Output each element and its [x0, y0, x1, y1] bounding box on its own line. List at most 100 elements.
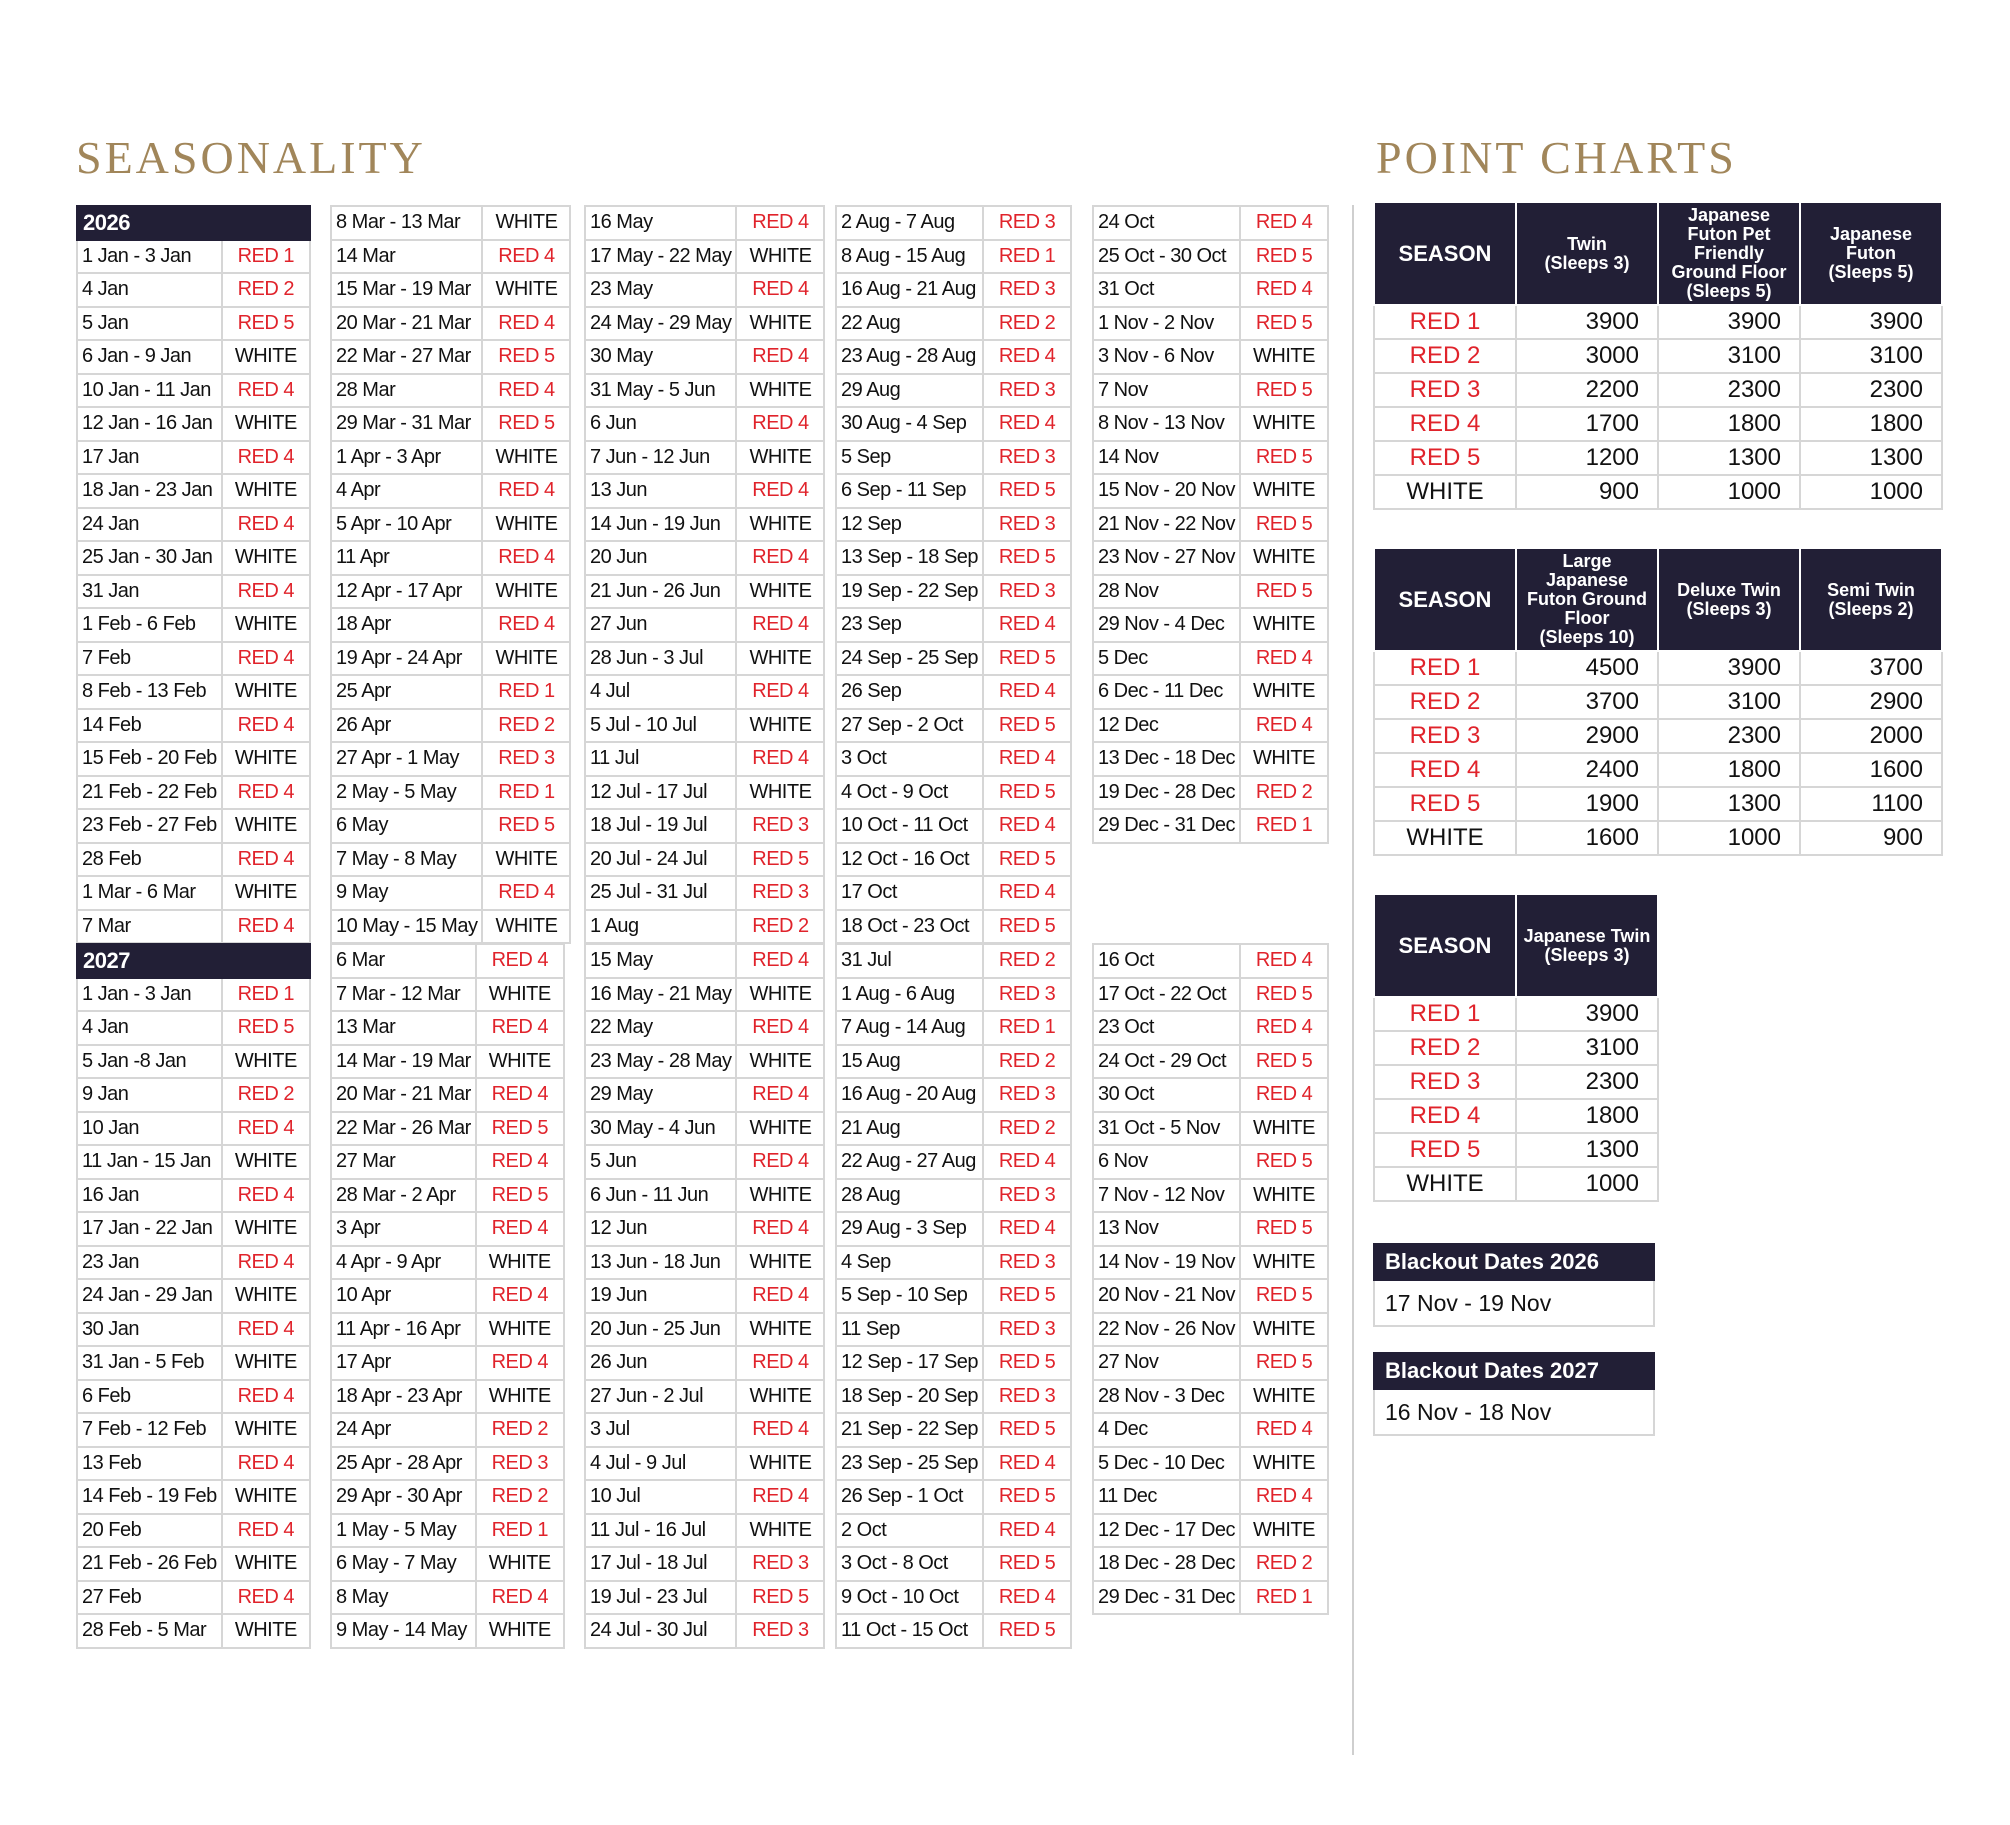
date-range: 24 Jan [76, 506, 223, 542]
date-range: 1 May - 5 May [330, 1512, 477, 1548]
season-row: 11 Apr RED 4 [329, 540, 572, 576]
date-range: 11 Sep [834, 1311, 985, 1347]
points-value: 1000 [1515, 1166, 1659, 1202]
point-row: RED 5 1200 1300 1300 [1373, 440, 1943, 476]
season-row: 4 Apr RED 4 [329, 473, 572, 509]
season-level: RED 4 [1239, 1479, 1330, 1515]
season-level: RED 4 [982, 339, 1073, 375]
section-divider [1352, 205, 1354, 1755]
date-range: 23 May [583, 272, 738, 308]
season-level: RED 4 [220, 1579, 311, 1615]
date-range: 13 Jun - 18 Jun [583, 1244, 738, 1280]
season-level: WHITE [481, 205, 572, 241]
season-level: RED 2 [982, 305, 1073, 341]
season-row: 13 Nov RED 5 [1091, 1211, 1330, 1247]
date-range: 7 Mar - 12 Mar [330, 976, 477, 1012]
date-range: 26 Sep - 1 Oct [834, 1479, 985, 1515]
point-charts-title: POINT CHARTS [1376, 132, 1737, 183]
season-row: 29 Nov - 4 Dec WHITE [1091, 607, 1330, 643]
date-range: 15 Mar - 19 Mar [329, 272, 484, 308]
season-row: 7 Feb - 12 Feb WHITE [76, 1412, 311, 1448]
points-value: 3900 [1515, 996, 1659, 1032]
points-value: 900 [1799, 820, 1943, 856]
date-range: 1 Jan - 3 Jan [76, 238, 223, 274]
point-row: RED 3 2200 2300 2300 [1373, 372, 1943, 408]
season-row: 24 Sep - 25 Sep RED 5 [834, 640, 1073, 676]
season-level: RED 4 [982, 607, 1073, 643]
date-range: 17 Oct - 22 Oct [1091, 976, 1242, 1012]
season-row: 12 Dec RED 4 [1091, 707, 1330, 743]
date-range: 30 Aug - 4 Sep [834, 406, 985, 442]
date-range: 8 Aug - 15 Aug [834, 238, 985, 274]
date-range: 27 Sep - 2 Oct [834, 707, 985, 743]
season-row: 7 Nov RED 5 [1091, 372, 1330, 408]
season-table: 8 Mar - 13 Mar WHITE 14 Mar RED 4 15 Mar - 1… [329, 205, 572, 944]
season-level: RED 4 [735, 607, 826, 643]
season-row: 16 May - 21 May WHITE [583, 976, 826, 1012]
season-level: WHITE [220, 339, 311, 375]
date-range: 27 Mar [330, 1144, 477, 1180]
date-range: 14 Feb - 19 Feb [76, 1479, 223, 1515]
season-row: 29 Aug RED 3 [834, 372, 1073, 408]
season-row: 23 Aug - 28 Aug RED 4 [834, 339, 1073, 375]
blackout-title: Blackout Dates 2027 [1373, 1352, 1655, 1390]
season-row: 1 Jan - 3 Jan RED 1 [76, 238, 311, 274]
season-row: 11 Sep RED 3 [834, 1311, 1073, 1347]
season-level: RED 3 [982, 506, 1073, 542]
season-row: 17 Jan - 22 Jan WHITE [76, 1211, 311, 1247]
date-range: 19 Jul - 23 Jul [583, 1579, 738, 1615]
season-row: 12 Jun RED 4 [583, 1211, 826, 1247]
season-row: 31 Oct RED 4 [1091, 272, 1330, 308]
season-level: WHITE [481, 272, 572, 308]
season-row: 16 Aug - 20 Aug RED 3 [834, 1077, 1073, 1113]
points-value: 3000 [1515, 338, 1659, 374]
date-range: 31 Jan [76, 573, 223, 609]
season-level: RED 5 [982, 540, 1073, 576]
season-level: RED 2 [481, 707, 572, 743]
date-range: 25 Apr - 28 Apr [330, 1445, 477, 1481]
points-value: 2000 [1799, 718, 1943, 754]
season-row: 5 Sep - 10 Sep RED 5 [834, 1278, 1073, 1314]
season-level: WHITE [735, 439, 826, 475]
points-value: 1800 [1657, 752, 1801, 788]
season-row: 2 Aug - 7 Aug RED 3 [834, 205, 1073, 241]
season-level: RED 5 [481, 808, 572, 844]
points-value: 1600 [1515, 820, 1659, 856]
season-level: RED 4 [982, 875, 1073, 911]
season-row: 25 Jul - 31 Jul RED 3 [583, 875, 826, 911]
season-row: 24 Jul - 30 Jul RED 3 [583, 1613, 826, 1649]
points-value: 3100 [1799, 338, 1943, 374]
season-level: RED 4 [982, 741, 1073, 777]
date-range: 25 Apr [329, 674, 484, 710]
points-value: 1700 [1515, 406, 1659, 442]
season-level: RED 5 [474, 1110, 565, 1146]
date-range: 10 Jan [76, 1110, 223, 1146]
season-row: 17 Jan RED 4 [76, 439, 311, 475]
season-row: 14 Feb - 19 Feb WHITE [76, 1479, 311, 1515]
date-range: 7 Aug - 14 Aug [834, 1010, 985, 1046]
date-range: 7 Feb - 12 Feb [76, 1412, 223, 1448]
season-level: WHITE [474, 1043, 565, 1079]
date-range: 23 May - 28 May [583, 1043, 738, 1079]
season-row: 15 Aug RED 2 [834, 1043, 1073, 1079]
season-level: RED 4 [474, 1077, 565, 1113]
season-level: WHITE [481, 640, 572, 676]
season-level: RED 5 [220, 305, 311, 341]
date-range: 20 Mar - 21 Mar [330, 1077, 477, 1113]
season-level: RED 3 [481, 741, 572, 777]
date-range: 5 Sep [834, 439, 985, 475]
season-level: RED 2 [1373, 1030, 1517, 1066]
season-level: WHITE [474, 1546, 565, 1582]
season-row: 12 Sep RED 3 [834, 506, 1073, 542]
date-range: 18 Jan - 23 Jan [76, 473, 223, 509]
season-level: RED 5 [982, 841, 1073, 877]
date-range: 22 May [583, 1010, 738, 1046]
date-range: 5 Jan [76, 305, 223, 341]
season-row: 12 Apr - 17 Apr WHITE [329, 573, 572, 609]
season-row: 28 Nov - 3 Dec WHITE [1091, 1378, 1330, 1414]
season-level: WHITE [220, 674, 311, 710]
date-range: 4 Apr [329, 473, 484, 509]
point-row: WHITE 1600 1000 900 [1373, 820, 1943, 856]
season-level: RED 5 [982, 473, 1073, 509]
season-row: 1 May - 5 May RED 1 [330, 1512, 565, 1548]
